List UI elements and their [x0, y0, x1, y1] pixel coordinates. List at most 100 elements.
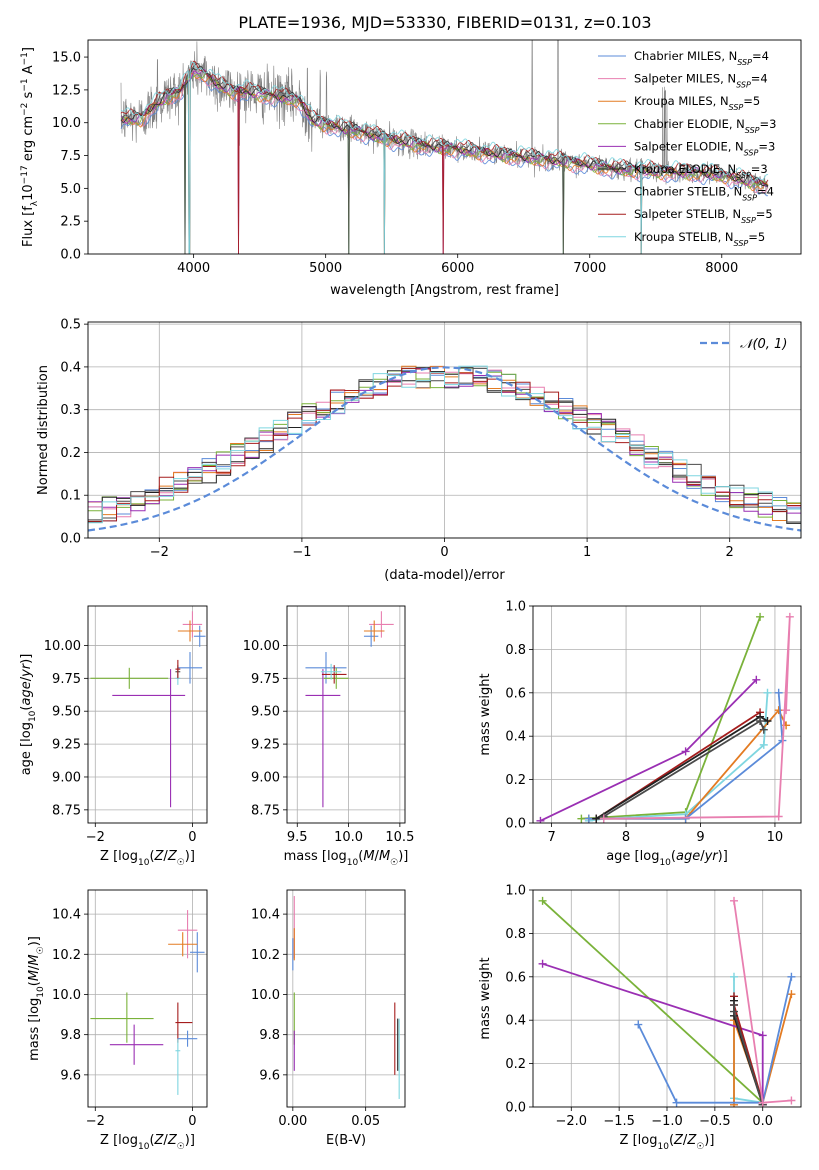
y-tick-label: 0.6: [505, 970, 526, 985]
x-tick-label: 10: [767, 830, 784, 845]
axes-frame: [87, 321, 802, 539]
y-tick-label: 0.2: [505, 1057, 526, 1072]
label-part: Z: [167, 849, 178, 864]
weight-marker: [759, 725, 768, 734]
y-tick-label: 7.5: [60, 149, 81, 164]
x-tick-label: 5000: [309, 261, 342, 276]
legend-entry: Salpeter MILES, NSSP=4: [634, 72, 768, 90]
x-tick-label: −2: [86, 830, 105, 845]
label-part: Z: [673, 1133, 684, 1148]
label-part: M: [363, 849, 374, 864]
weight-marker: [782, 706, 791, 715]
weight-marker: [774, 688, 783, 697]
y-axis-label: mass weight: [478, 673, 493, 755]
weight-marker: [763, 717, 772, 726]
observed-spectrum: [120, 40, 769, 196]
plot-area: [88, 322, 801, 538]
y-tick-label: 15.0: [52, 51, 81, 66]
y-tick-label: 10.0: [52, 116, 81, 131]
label-part: (: [149, 1133, 154, 1148]
y-tick-label: 0.4: [505, 1014, 526, 1029]
legend-entry: 𝒩(0, 1): [740, 337, 787, 352]
residual-histogram-8: [88, 365, 801, 538]
weight-marker: [538, 896, 547, 905]
axes-frame: [87, 605, 208, 824]
label-part: Z [log: [620, 1133, 658, 1148]
x-tick-label: −2: [150, 545, 169, 560]
x-tick-label: 2: [726, 545, 734, 560]
weight-marker: [536, 816, 545, 823]
weight-series-4: [540, 679, 757, 822]
legend-name: Salpeter MILES, N: [634, 72, 736, 86]
label-part: −1: [20, 78, 30, 91]
legend-count: =4: [752, 49, 769, 63]
x-tick-label: 10.0: [334, 830, 363, 845]
axes-frame: [532, 889, 802, 1108]
legend-entry: Kroupa ELODIE, NSSP=3: [634, 162, 768, 180]
weight-marker: [634, 1020, 643, 1029]
y-tick-label: 0.0: [60, 532, 81, 547]
label-part: )]: [398, 849, 408, 864]
label-part: )]: [718, 849, 728, 864]
y-axis-label: Flux [fλ10−17 erg cm−2 s−1 A−1]: [20, 47, 40, 247]
x-tick-label: −0.5: [699, 1114, 731, 1129]
y-tick-label: 0.0: [60, 248, 81, 263]
y-tick-label: 9.8: [60, 1028, 81, 1043]
label-part: /: [700, 849, 705, 864]
y-tick-label: 0.6: [505, 686, 526, 701]
y-tick-label: 0.1: [60, 489, 81, 504]
legend-sub: SSP: [745, 125, 760, 134]
label-part: λ: [30, 200, 40, 206]
y-tick-label: 12.5: [52, 83, 81, 98]
weight-marker: [672, 1098, 681, 1107]
legend-name: Chabrier ELODIE, N: [634, 117, 745, 131]
legend-name: Chabrier STELIB, N: [634, 185, 742, 199]
label-part: yr: [704, 849, 720, 864]
legend-count: =3: [758, 139, 775, 153]
y-tick-label: 9.6: [60, 1068, 81, 1083]
plot-area: [120, 40, 769, 254]
panel-mass_vs_Z: −2 09.69.810.010.210.4Z [log10(Z/Z☉)]mass…: [27, 889, 208, 1152]
y-tick-label: 8.75: [251, 803, 280, 818]
y-tick-label: 9.25: [52, 738, 81, 753]
weight-marker: [763, 688, 772, 697]
x-tick-label: 0: [188, 1114, 196, 1129]
label-part: M: [27, 954, 42, 965]
y-tick-label: 0.0: [505, 817, 526, 832]
weight-series-3: [588, 692, 784, 820]
x-tick-label: 1: [583, 545, 591, 560]
x-tick-label: 10.5: [385, 830, 414, 845]
plot-area: [287, 890, 405, 1107]
y-tick-label: 1.0: [505, 600, 526, 615]
label-part: M: [27, 970, 42, 981]
label-part: yr: [19, 662, 34, 678]
weight-marker: [787, 990, 796, 999]
legend-name: Kroupa STELIB, N: [634, 230, 734, 244]
plot-area: [533, 890, 801, 1107]
weight-marker: [756, 717, 765, 726]
x-tick-label: 7: [547, 830, 555, 845]
label-part: /: [27, 965, 42, 970]
x-tick-label: 8: [622, 830, 630, 845]
label-part: (: [27, 981, 42, 986]
y-axis-label: mass [log10(M/M☉)]: [27, 936, 46, 1061]
y-tick-label: 8.75: [52, 803, 81, 818]
axes-frame: [87, 39, 802, 255]
model-spectrum-3: [120, 72, 769, 254]
label-part: /: [19, 676, 34, 681]
y-tick-label: 2.5: [60, 215, 81, 230]
label-part: s: [21, 91, 36, 102]
x-tick-label: 9.5: [287, 830, 308, 845]
y-tick-label: 9.00: [52, 770, 81, 785]
label-part: 10: [36, 986, 46, 998]
legend-sub: SSP: [744, 148, 759, 157]
legend-name: Kroupa ELODIE, N: [634, 162, 736, 176]
plot-area: [533, 606, 801, 823]
y-tick-label: 9.75: [52, 672, 81, 687]
label-part: Flux [f: [21, 206, 36, 247]
legend-count: =3: [760, 117, 777, 131]
weight-series-1: [588, 692, 769, 822]
label-part: /: [375, 849, 380, 864]
gaussian-curve: [88, 366, 801, 532]
